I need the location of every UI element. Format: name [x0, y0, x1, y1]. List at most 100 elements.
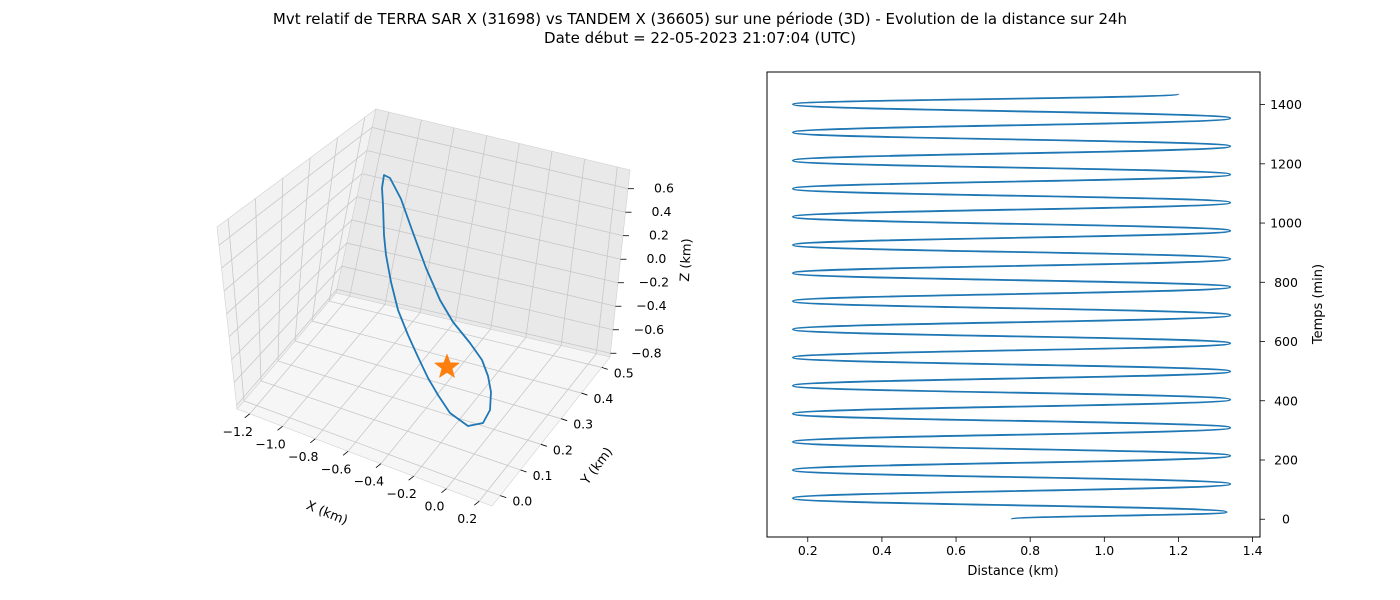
grid-3d	[218, 111, 629, 502]
grid-y-left	[294, 157, 311, 342]
y-tick-label-2d: 200	[1274, 452, 1298, 467]
grid-x-back	[595, 166, 618, 354]
grid-z-back	[351, 219, 619, 284]
y-tick-label-2d: 400	[1274, 393, 1298, 408]
y-tick-label: 0.3	[573, 417, 593, 432]
grid-y-floor	[260, 380, 521, 471]
pane-floor	[236, 292, 611, 507]
x-axis-label-2d: Distance (km)	[967, 564, 1058, 579]
z-tick-label: 0.4	[652, 204, 672, 219]
grid-x-back	[384, 119, 422, 305]
grid-x-floor	[249, 295, 351, 415]
grid-y-floor	[277, 360, 541, 445]
y-tick-label: 0.1	[533, 468, 553, 483]
z-tick-label: −0.2	[639, 275, 669, 290]
y-tick-mark	[581, 392, 588, 396]
x-tick-label: 0.0	[425, 499, 445, 514]
grid-z-back	[336, 288, 611, 354]
x-tick-label: −0.4	[354, 474, 384, 489]
grid-x-back	[454, 135, 488, 321]
figure-title-line1: Mvt relatif de TERRA SAR X (31698) vs TA…	[272, 10, 1128, 28]
grid-z-back	[366, 150, 626, 213]
grid-x-back	[560, 159, 586, 346]
x-tick-label-2d: 1.2	[1169, 543, 1189, 558]
z-tick-label: 0.0	[647, 251, 667, 266]
grid-z-left	[236, 289, 338, 406]
x-ticks: 0.2 0.4 0.6 0.8 1.0 1.2 1.4	[798, 537, 1263, 558]
x-tick-label-2d: 0.4	[872, 543, 892, 558]
y-tick-label: 0.5	[614, 365, 634, 380]
grid-z-back	[356, 196, 621, 260]
grid-x-floor	[315, 312, 421, 440]
y-axis-label: Y (km)	[578, 445, 616, 489]
z-tick-label: 0.2	[649, 228, 669, 243]
grid-x-floor	[347, 320, 456, 452]
grid-x-floor	[380, 328, 491, 464]
x-tick-label-2d: 1.4	[1243, 543, 1263, 558]
plot-frame	[766, 71, 1261, 538]
x-tick-label-2d: 1.0	[1094, 543, 1114, 558]
grid-y-floor	[328, 300, 602, 368]
x-tick-label-2d: 0.2	[798, 543, 818, 558]
x-tick-mark	[375, 463, 382, 469]
grid-z-left	[228, 219, 353, 338]
reference-star-marker	[433, 353, 461, 379]
x-tick-mark	[474, 500, 480, 506]
y-tick-label-2d: 1400	[1270, 97, 1302, 112]
plot-2d: 0.2 0.4 0.6 0.8 1.0 1.2 1.4 0 200 400 600 800 1000 1…	[766, 71, 1326, 579]
x-axis-label: X (km)	[304, 498, 350, 528]
trajectory-3d-line	[381, 174, 492, 427]
grid-y-left	[277, 178, 284, 361]
x-tick-label: −1.0	[255, 436, 285, 451]
grid-x-back	[349, 111, 390, 297]
plot-3d: −1.2−1.0−0.8−0.6−0.4−0.20.00.20.00.10.20…	[216, 108, 695, 529]
x-tick-mark	[244, 413, 250, 419]
x-tick-label-2d: 0.6	[946, 543, 966, 558]
grid-z-left	[231, 242, 348, 360]
z-tick-label: −0.4	[636, 298, 666, 313]
grid-x-floor	[446, 345, 562, 489]
grid-z-left	[223, 173, 363, 292]
grid-x-back	[490, 143, 520, 330]
x-tick-mark	[342, 450, 349, 456]
x-tick-mark	[441, 488, 447, 493]
y-ticks: 0 200 400 600 800 1000 1200 1400	[1260, 97, 1302, 527]
grid-z-back	[371, 127, 629, 190]
grid-z-back	[361, 173, 624, 237]
grid-z-left	[233, 265, 343, 383]
x-tick-mark	[310, 438, 316, 444]
x-tick-label: −1.2	[223, 424, 253, 439]
z-axis-label: Z (km)	[678, 238, 695, 282]
grid-z-back	[346, 242, 616, 307]
y-tick-label-2d: 1200	[1270, 156, 1302, 171]
grid-y-left	[311, 137, 338, 322]
grid-x-back	[525, 151, 553, 338]
y-tick-label-2d: 800	[1274, 275, 1298, 290]
y-axis-label-2d: Temps (min)	[1311, 264, 1326, 345]
y-tick-mark	[500, 495, 507, 498]
y-tick-mark	[561, 418, 568, 422]
y-tick-mark	[520, 469, 527, 473]
x-tick-mark	[408, 475, 414, 481]
x-tick-label-2d: 0.8	[1020, 543, 1040, 558]
y-tick-label: 0.4	[593, 391, 613, 406]
grid-y-floor	[243, 400, 501, 496]
y-tick-label: 0.0	[512, 494, 532, 509]
y-tick-label-2d: 0	[1282, 512, 1290, 527]
y-tick-label: 0.2	[553, 442, 573, 457]
x-tick-label: −0.2	[386, 486, 416, 501]
grid-z-left	[218, 127, 373, 246]
grid-x-floor	[478, 353, 597, 502]
z-tick-label: −0.6	[634, 322, 664, 337]
y-tick-mark	[540, 443, 547, 447]
y-tick-mark	[601, 367, 608, 370]
grid-z-left	[226, 196, 358, 315]
figure-title-line2: Date début = 22-05-2023 21:07:04 (UTC)	[544, 29, 856, 47]
grid-z-left	[221, 150, 368, 269]
grid-y-left	[227, 218, 245, 401]
x-tick-mark	[277, 426, 283, 431]
grid-x-floor	[413, 337, 527, 477]
ticks-3d: −1.2−1.0−0.8−0.6−0.4−0.20.00.20.00.10.20…	[223, 181, 674, 526]
x-tick-label: 0.2	[457, 511, 477, 526]
y-tick-label-2d: 600	[1274, 334, 1298, 349]
